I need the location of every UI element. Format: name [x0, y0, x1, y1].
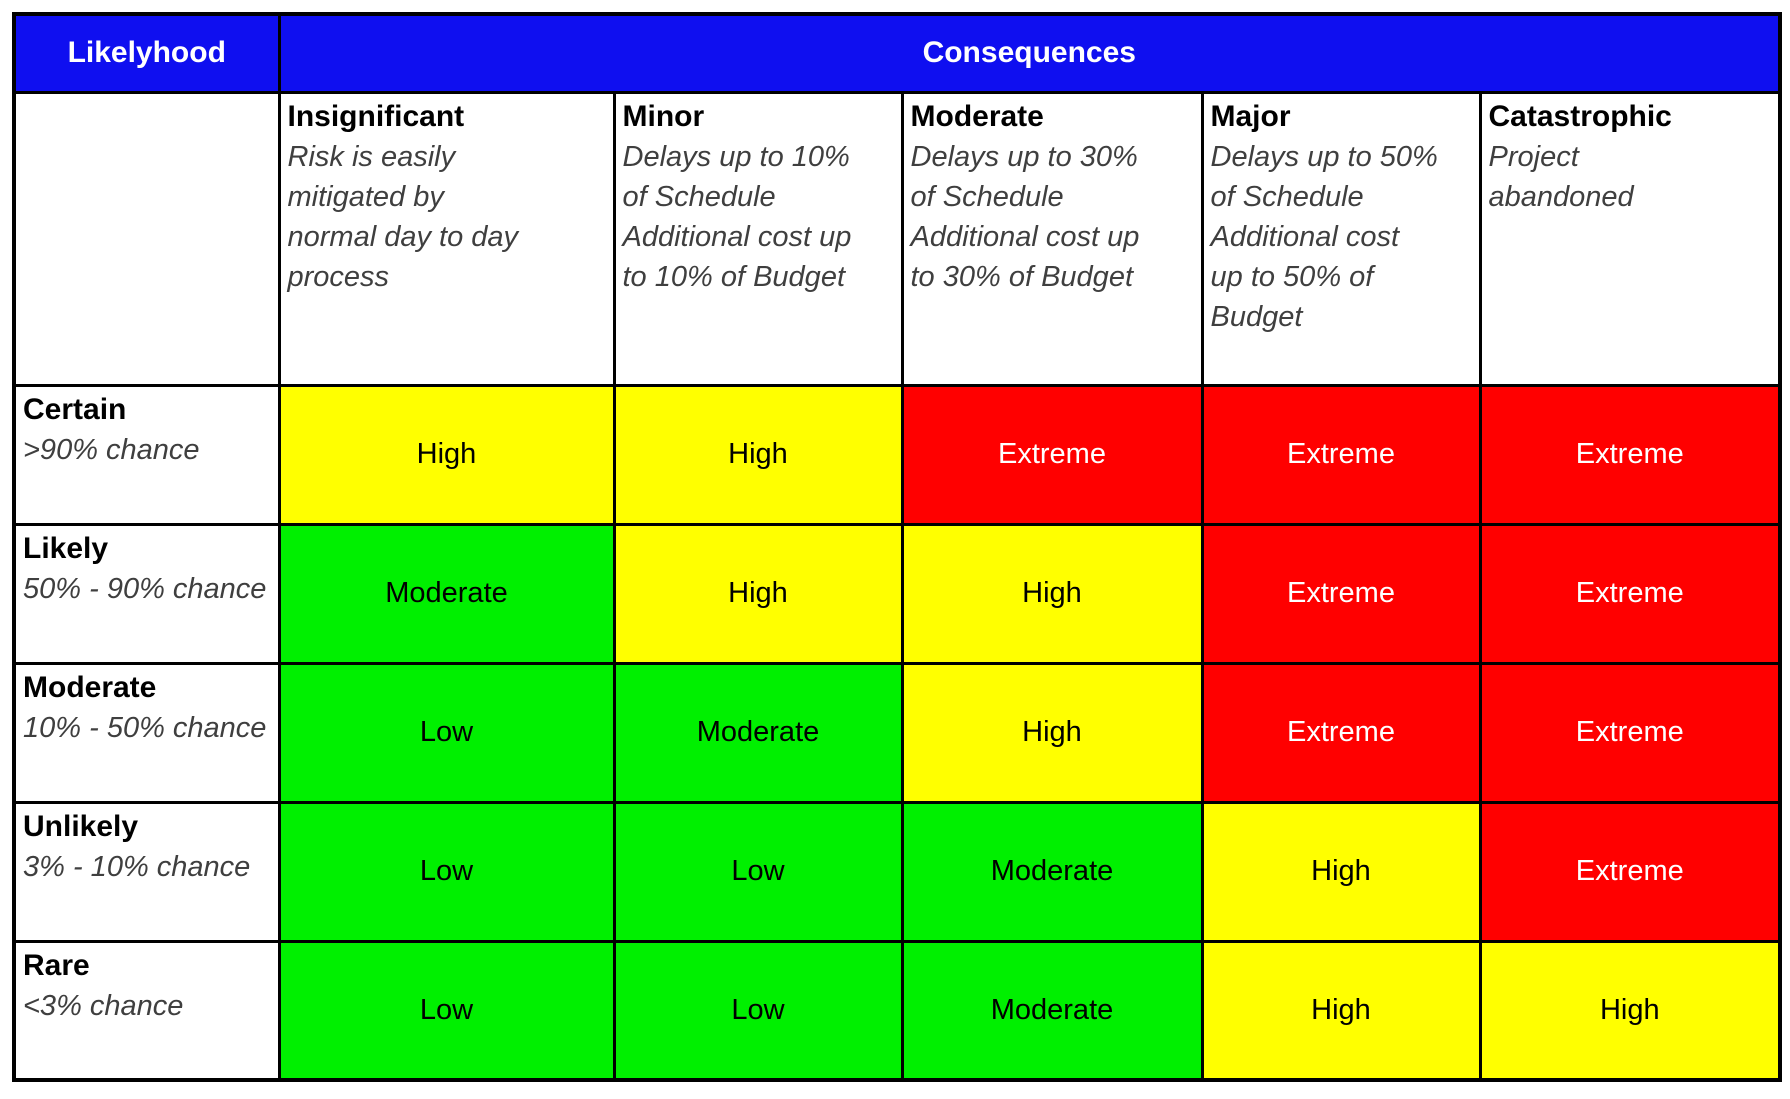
row-header-likely: Likely 50% - 90% chance — [12, 522, 281, 665]
row-name: Unlikely — [23, 809, 139, 843]
risk-cell-likely-minor: High — [612, 522, 904, 665]
risk-cell-unlikely-catastrophic: Extreme — [1478, 800, 1782, 943]
row-name: Likely — [23, 531, 109, 565]
row-header-certain: Certain >90% chance — [12, 383, 281, 526]
row-rare: Rare <3% chance Low Low Moderate High Hi… — [12, 939, 1782, 1082]
row-header-moderate: Moderate 10% - 50% chance — [12, 661, 281, 804]
row-header-unlikely: Unlikely 3% - 10% chance — [12, 800, 281, 943]
risk-cell-moderate-catastrophic: Extreme — [1478, 661, 1782, 804]
risk-cell-likely-insignificant: Moderate — [277, 522, 616, 665]
risk-cell-certain-major: Extreme — [1200, 383, 1482, 526]
column-header-row: Insignificant Risk is easily mitigated b… — [12, 90, 1782, 387]
row-header-rare: Rare <3% chance — [12, 939, 281, 1082]
risk-cell-unlikely-minor: Low — [612, 800, 904, 943]
risk-cell-likely-major: Extreme — [1200, 522, 1482, 665]
column-header-moderate: Moderate Delays up to 30% of Schedule Ad… — [900, 90, 1204, 387]
risk-cell-rare-moderate: Moderate — [900, 939, 1204, 1082]
risk-cell-moderate-minor: Moderate — [612, 661, 904, 804]
row-name: Rare — [23, 948, 90, 982]
row-unlikely: Unlikely 3% - 10% chance Low Low Moderat… — [12, 800, 1782, 943]
column-header-catastrophic: Catastrophic Project abandoned — [1478, 90, 1782, 387]
risk-cell-moderate-insignificant: Low — [277, 661, 616, 804]
row-description: <3% chance — [23, 989, 184, 1022]
row-name: Certain — [23, 392, 127, 426]
column-description: Delays up to 50% of Schedule Additional … — [1210, 140, 1438, 333]
risk-cell-unlikely-insignificant: Low — [277, 800, 616, 943]
risk-cell-certain-moderate: Extreme — [900, 383, 1204, 526]
row-likely: Likely 50% - 90% chance Moderate High Hi… — [12, 522, 1782, 665]
row-certain: Certain >90% chance High High Extreme Ex… — [12, 383, 1782, 526]
risk-cell-moderate-major: Extreme — [1200, 661, 1482, 804]
risk-cell-rare-major: High — [1200, 939, 1482, 1082]
column-header-insignificant: Insignificant Risk is easily mitigated b… — [277, 90, 616, 387]
column-description: Project abandoned — [1488, 140, 1634, 213]
column-description: Risk is easily mitigated by normal day t… — [287, 140, 519, 293]
risk-cell-likely-catastrophic: Extreme — [1478, 522, 1782, 665]
likelihood-header: Likelyhood — [12, 12, 281, 94]
risk-cell-unlikely-major: High — [1200, 800, 1482, 943]
column-name: Major — [1210, 99, 1291, 133]
row-description: 10% - 50% chance — [23, 711, 267, 744]
column-header-major: Major Delays up to 50% of Schedule Addit… — [1200, 90, 1482, 387]
risk-cell-likely-moderate: High — [900, 522, 1204, 665]
risk-matrix-table: Likelyhood Consequences Insignificant Ri… — [12, 12, 1783, 1082]
risk-cell-certain-catastrophic: Extreme — [1478, 383, 1782, 526]
risk-cell-certain-insignificant: High — [277, 383, 616, 526]
column-description: Delays up to 30% of Schedule Additional … — [910, 140, 1140, 293]
risk-cell-rare-catastrophic: High — [1478, 939, 1782, 1082]
column-name: Insignificant — [287, 99, 465, 133]
risk-cell-moderate-moderate: High — [900, 661, 1204, 804]
risk-cell-certain-minor: High — [612, 383, 904, 526]
risk-cell-rare-minor: Low — [612, 939, 904, 1082]
column-name: Moderate — [910, 99, 1044, 133]
risk-cell-unlikely-moderate: Moderate — [900, 800, 1204, 943]
column-header-minor: Minor Delays up to 10% of Schedule Addit… — [612, 90, 904, 387]
column-name: Catastrophic — [1488, 99, 1672, 133]
row-description: >90% chance — [23, 433, 200, 466]
consequences-header: Consequences — [277, 12, 1782, 94]
row-moderate: Moderate 10% - 50% chance Low Moderate H… — [12, 661, 1782, 804]
column-description: Delays up to 10% of Schedule Additional … — [622, 140, 852, 293]
column-name: Minor — [622, 99, 705, 133]
row-name: Moderate — [23, 670, 157, 704]
header-row: Likelyhood Consequences — [12, 12, 1782, 94]
corner-empty-cell — [12, 90, 281, 387]
row-description: 50% - 90% chance — [23, 572, 267, 605]
row-description: 3% - 10% chance — [23, 850, 251, 883]
risk-cell-rare-insignificant: Low — [277, 939, 616, 1082]
